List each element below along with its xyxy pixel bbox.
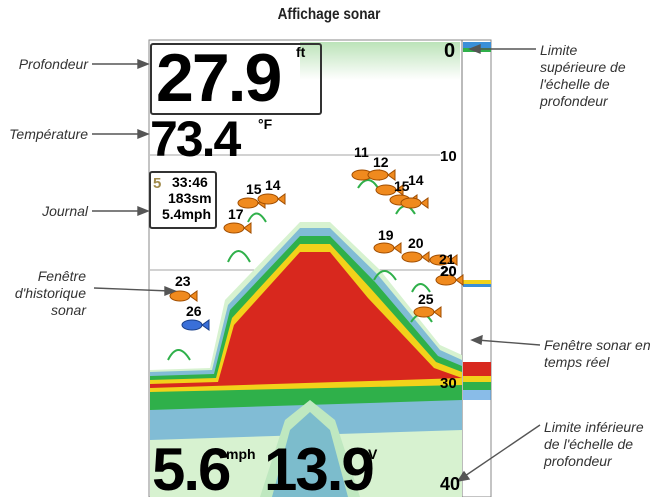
callout-realtime-line2: temps réel (544, 354, 610, 370)
scale-label-40: 40 (440, 474, 461, 494)
fish-icon (169, 290, 198, 302)
callout-upper-limit: Limite supérieure de l'échelle de profon… (540, 42, 626, 110)
fish-icon (373, 242, 402, 254)
arrow-icon (137, 128, 150, 140)
log-speed: 5.4mph (162, 206, 212, 222)
callout-depth: Profondeur (18, 56, 88, 72)
depth-box (150, 43, 322, 115)
fish-arches (167, 179, 433, 361)
fish-depth-label: 25 (418, 291, 434, 307)
log-time: 33:46 (172, 174, 208, 190)
arrow-icon (137, 205, 150, 217)
fish-icon (400, 197, 429, 209)
fish-depth-label: 12 (373, 154, 389, 170)
temperature-value: 73.4 (150, 111, 241, 167)
fish-icon (401, 251, 430, 263)
fish-depth-label: 26 (186, 303, 202, 319)
fish-depth-label: 23 (175, 273, 191, 289)
log-box (149, 171, 217, 229)
fish-icons (169, 169, 464, 331)
callout-realtime: Fenêtre sonar en temps réel (544, 337, 651, 371)
fish-icon (223, 222, 252, 234)
scale-label-20: 20 (440, 263, 457, 280)
fish-depth-label: 17 (228, 206, 244, 222)
depth-unit: ft (296, 44, 306, 60)
fish-depth-label: 20 (441, 263, 457, 279)
callout-upper-line2: supérieure de (540, 59, 626, 75)
callout-lower-limit: Limite inférieure de l'échelle de profon… (544, 419, 644, 470)
arrow-icon (456, 470, 471, 482)
callout-upper-line4: profondeur (540, 93, 608, 109)
temperature-unit: °F (258, 116, 273, 132)
log-distance: 183sm (168, 190, 212, 206)
scale-label-10: 10 (440, 148, 457, 165)
arrow-icon (137, 58, 150, 70)
fish-depth-label: 15 (246, 181, 262, 197)
fish-icon (429, 254, 458, 266)
callout-temperature: Température (9, 126, 88, 142)
callout-lower-line1: Limite inférieure (544, 419, 644, 435)
callout-realtime-line1: Fenêtre sonar en (544, 337, 651, 353)
fish-depth-label: 21 (439, 251, 455, 267)
fish-icon (413, 306, 442, 318)
callout-upper-line1: Limite (540, 42, 578, 58)
callout-history-line2: d'historique (14, 285, 86, 301)
callout-lower-line3: profondeur (544, 453, 612, 469)
callout-upper-line3: l'échelle de (540, 76, 610, 92)
callout-history-line3: sonar (50, 302, 86, 318)
speed-unit: mph (226, 446, 256, 462)
voltage-value: 13.9 (264, 436, 375, 503)
fish-depth-label: 14 (265, 177, 281, 193)
fish-icon (435, 274, 464, 286)
callout-log: Journal (42, 203, 88, 219)
scale-label-0: 0 (444, 40, 456, 62)
arrow-icon (470, 334, 483, 346)
callout-history: Fenêtre d'historique sonar (0, 268, 86, 319)
log-digit: 5 (153, 175, 162, 192)
scale-label-30: 30 (440, 375, 457, 392)
callout-lower-line2: de l'échelle de (544, 436, 634, 452)
fish-depth-label: 15 (394, 178, 410, 194)
fish-icon (367, 169, 396, 181)
fish-icon (181, 319, 210, 331)
fish-depth-label: 11 (354, 144, 369, 160)
fish-icon (257, 193, 286, 205)
arrow-icon (468, 43, 481, 55)
callout-history-line1: Fenêtre (37, 268, 86, 284)
fish-depth-label: 20 (408, 235, 424, 251)
fish-depth-label: 19 (378, 227, 394, 243)
depth-value: 27.9 (156, 40, 282, 116)
voltage-unit: V (368, 446, 378, 462)
bottom-contour (150, 222, 462, 497)
speed-value: 5.6 (152, 436, 231, 503)
fish-icon (375, 184, 404, 196)
diagram-title: Affichage sonar (277, 6, 381, 23)
arrow-icon (164, 285, 177, 297)
surface-clutter (300, 42, 460, 80)
fish-depth-label: 14 (408, 172, 424, 188)
